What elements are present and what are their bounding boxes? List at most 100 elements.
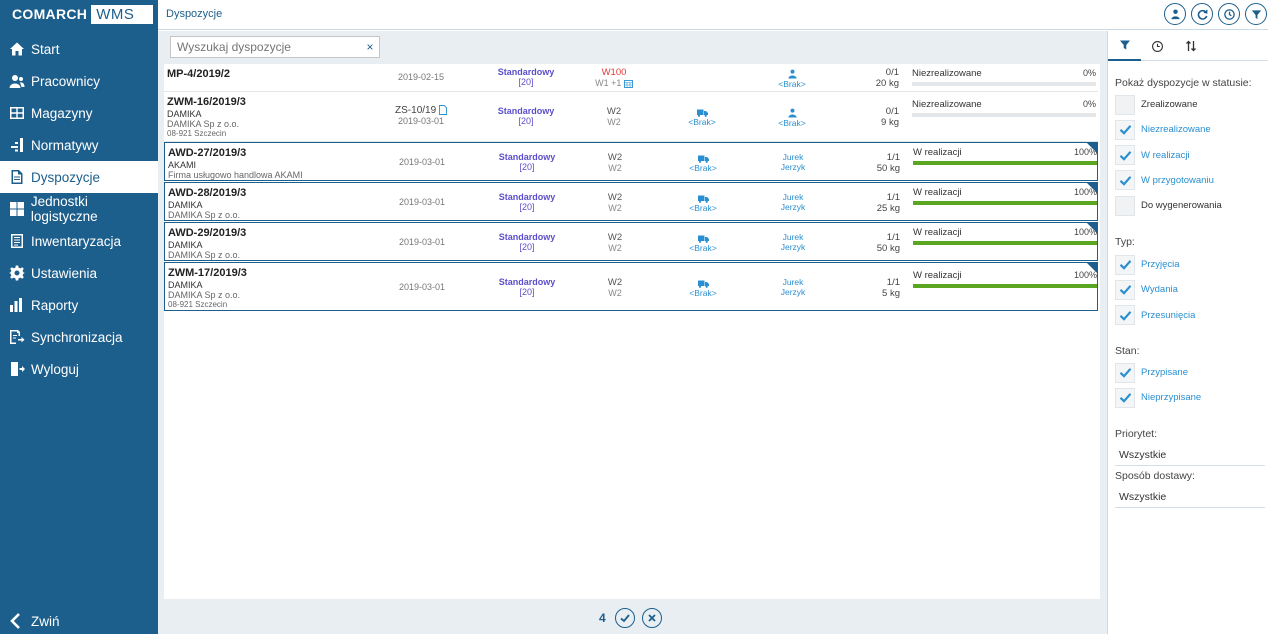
user-group-icon [787, 69, 797, 79]
state-checkbox-przypisane[interactable]: Przypisane [1115, 362, 1188, 383]
status-cell: W realizacji 100% [913, 147, 1097, 165]
status-cell: Niezrealizowane 0% [912, 68, 1096, 86]
type-checkbox-przyjęcia[interactable]: Przyjęcia [1115, 254, 1180, 275]
target-warehouse: W2 [608, 243, 622, 253]
status-checkbox-w-przygotowaniu[interactable]: W przygotowaniu [1115, 170, 1214, 191]
home-icon [0, 41, 31, 57]
sidebar-item-start[interactable]: Start [0, 33, 158, 65]
confirm-button[interactable] [615, 608, 635, 628]
progress-percent: 0% [1082, 68, 1096, 78]
sidebar-item-raporty[interactable]: Raporty [0, 289, 158, 321]
progress-percent: 0% [1082, 99, 1096, 109]
sidebar-item-dyspozycje[interactable]: Dyspozycje [0, 161, 158, 193]
check-icon [1119, 393, 1131, 404]
progress-bar [913, 161, 1097, 165]
priority-select[interactable]: Wszystkie [1115, 446, 1265, 466]
filter-tabs [1108, 31, 1268, 61]
quantity: 0/1 [885, 106, 899, 117]
sidebar-item-normatywy[interactable]: Normatywy [0, 129, 158, 161]
assignee[interactable]: <Brak> [769, 68, 815, 89]
status-checkbox-zrealizowane[interactable]: Zrealizowane [1115, 94, 1198, 115]
progress-bar [913, 201, 1097, 205]
type-checkbox-przesunięcia[interactable]: Przesunięcia [1115, 305, 1195, 326]
cancel-button[interactable] [642, 608, 662, 628]
status-cell: Niezrealizowane 0% [912, 99, 1096, 117]
checkbox-label: W realizacji [1141, 149, 1190, 161]
source-warehouse: W2 [607, 277, 623, 288]
checkbox-box [1115, 387, 1135, 408]
checkbox-label: Zrealizowane [1141, 99, 1198, 110]
target-warehouse: W2 [608, 288, 622, 298]
sidebar-item-label: Normatywy [31, 137, 99, 153]
sidebar-item-ustawienia[interactable]: Ustawienia [0, 257, 158, 289]
assignee[interactable]: <Brak> [769, 107, 815, 128]
table-row[interactable]: ZWM-16/2019/3 DAMIKA DAMIKA Sp z o.o. 08-92… [164, 92, 1098, 142]
collapse-sidebar-button[interactable]: Zwiń [0, 608, 158, 634]
assignee-second: Jerzyk [780, 162, 806, 172]
check-icon [1119, 175, 1131, 186]
warehouse-info: W2 W2 [594, 106, 634, 127]
sidebar-item-label: Pracownicy [31, 73, 101, 89]
truck-icon [697, 235, 709, 243]
assign-user-button[interactable] [1164, 3, 1186, 25]
refresh-button[interactable] [1191, 3, 1213, 25]
sidebar-item-inwentaryzacja[interactable]: Inwentaryzacja [0, 225, 158, 257]
source-document: 2019-03-01 [387, 197, 457, 207]
tab-history[interactable] [1141, 31, 1174, 61]
priority-label: [20] [518, 116, 534, 126]
check-icon [1119, 260, 1131, 270]
status-label: W realizacji [913, 187, 962, 198]
table-row[interactable]: AWD-29/2019/3 DAMIKA DAMIKA Sp z o.o. 2019-… [164, 222, 1098, 261]
table-row[interactable]: AWD-27/2019/3 AKAMI Firma usługowo handlow… [164, 142, 1098, 181]
tab-filter[interactable] [1108, 31, 1141, 61]
sidebar-item-pracownicy[interactable]: Pracownicy [0, 65, 158, 97]
disposition-date: 2019-03-01 [398, 237, 446, 247]
table-row[interactable]: ZWM-17/2019/3 DAMIKA DAMIKA Sp z o.o. 08-92… [164, 262, 1098, 311]
filter-toggle-button[interactable] [1245, 3, 1267, 25]
warehouse-icon [0, 105, 31, 121]
content-area: × MP-4/2019/22019-02-15Standardowy[20]W1… [158, 31, 1107, 599]
check-icon [1119, 310, 1131, 321]
status-checkbox-w-realizacji[interactable]: W realizacji [1115, 145, 1190, 166]
checkbox-box [1115, 305, 1135, 326]
sidebar-item-magazyny[interactable]: Magazyny [0, 97, 158, 129]
sidebar-item-synchronizacja[interactable]: Synchronizacja [0, 321, 158, 353]
sidebar-item-wyloguj[interactable]: Wyloguj [0, 353, 158, 385]
search-input[interactable] [171, 37, 361, 57]
calendar-icon [623, 79, 633, 88]
status-checkbox-niezrealizowane[interactable]: Niezrealizowane [1115, 119, 1211, 140]
sidebar-item-jednostki-logistyczne[interactable]: Jednostki logistyczne [0, 193, 158, 225]
delivery-select[interactable]: Wszystkie [1115, 488, 1265, 508]
logo-company: COMARCH [7, 5, 92, 24]
priority-label: [20] [518, 77, 534, 87]
table-row[interactable]: AWD-28/2019/3 DAMIKA DAMIKA Sp z o.o. 2019-… [164, 182, 1098, 221]
sidebar-item-label: Dyspozycje [31, 169, 101, 185]
clear-search-button[interactable]: × [366, 40, 374, 54]
status-checkbox-do-wygenerowania[interactable]: Do wygenerowania [1115, 195, 1222, 216]
assignee[interactable]: Jurek Jerzyk [770, 192, 816, 212]
quantity-info: 1/1 5 kg [860, 277, 900, 299]
contractor-address: 08-921 Szczecin [168, 300, 228, 309]
assignee[interactable]: Jurek Jerzyk [770, 232, 816, 252]
type-label: Standardowy [497, 106, 555, 116]
filter-icon [1251, 9, 1261, 19]
type-label: Standardowy [497, 67, 555, 77]
contractor-name: DAMIKA Sp z o.o. [168, 290, 241, 300]
type-checkbox-wydania[interactable]: Wydania [1115, 279, 1178, 300]
target-warehouse: W2 [608, 163, 622, 173]
disposition-date: 2019-03-01 [398, 282, 446, 292]
quantity: 0/1 [885, 67, 899, 78]
tab-sort[interactable] [1174, 31, 1207, 61]
assignee[interactable]: Jurek Jerzyk [770, 277, 816, 297]
assignee-second: Jerzyk [780, 242, 806, 252]
contractor-address: 08-921 Szczecin [167, 129, 227, 138]
state-checkbox-nieprzypisane[interactable]: Nieprzypisane [1115, 387, 1201, 408]
table-row[interactable]: MP-4/2019/2 2019-02-15 Standardowy [20] W100… [164, 64, 1098, 92]
history-button[interactable] [1218, 3, 1240, 25]
assignee[interactable]: Jurek Jerzyk [770, 152, 816, 172]
quantity-info: 0/1 9 kg [859, 106, 899, 128]
source-warehouse: W2 [606, 106, 622, 117]
priority-filter-title: Priorytet: [1115, 428, 1158, 440]
delivery-label: <Brak> [688, 117, 716, 127]
check-icon [1119, 368, 1131, 378]
